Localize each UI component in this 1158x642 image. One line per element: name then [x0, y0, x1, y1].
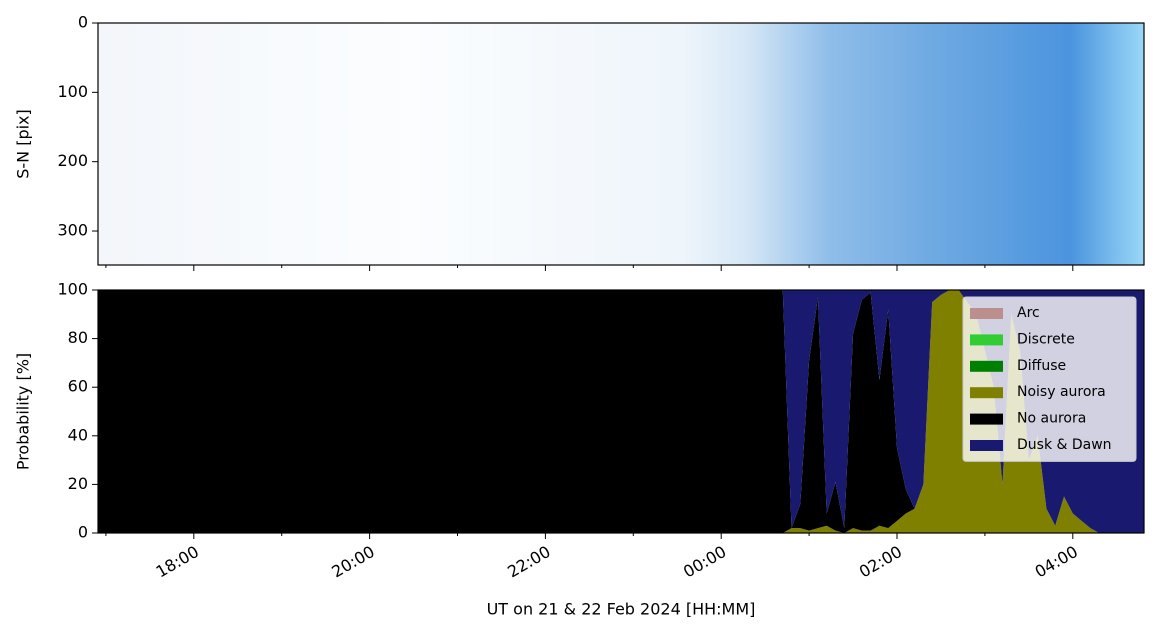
y-axis-label: S-N [pix] [14, 109, 33, 179]
y-tick-label: 0 [78, 13, 88, 32]
y-axis-label: Probability [%] [14, 353, 33, 470]
x-tick-label: 18:00 [153, 542, 202, 582]
y-tick-label: 80 [68, 328, 88, 347]
legend-swatch [970, 413, 1003, 425]
x-axis-label: UT on 21 & 22 Feb 2024 [HH:MM] [487, 600, 756, 619]
legend-label: Discrete [1017, 331, 1075, 347]
y-tick-label: 300 [57, 221, 88, 240]
legend-label: Noisy aurora [1017, 384, 1106, 400]
y-tick-label: 0 [78, 523, 88, 542]
legend-label: No aurora [1017, 411, 1086, 427]
y-tick-label: 20 [68, 474, 88, 493]
legend-swatch [970, 387, 1003, 399]
y-tick-label: 100 [57, 82, 88, 101]
x-tick-label: 04:00 [1032, 542, 1081, 582]
y-tick-label: 40 [68, 425, 88, 444]
y-tick-label: 100 [57, 280, 88, 299]
x-tick-label: 02:00 [856, 542, 905, 582]
x-tick-label: 00:00 [680, 542, 729, 582]
axes-frame [97, 289, 1145, 534]
area [98, 290, 1144, 533]
legend-label: Diffuse [1017, 358, 1066, 374]
legend-label: Dusk & Dawn [1017, 437, 1112, 453]
area [98, 290, 1144, 533]
area [98, 290, 1144, 533]
y-tick-label: 200 [57, 151, 88, 170]
legend-swatch [970, 308, 1003, 319]
keogram-image [98, 23, 1144, 265]
x-tick-label: 20:00 [328, 542, 377, 582]
legend-swatch [970, 334, 1003, 346]
x-tick-label: 22:00 [504, 542, 553, 582]
legend-box [962, 296, 1137, 462]
legend-swatch [970, 360, 1003, 372]
y-tick-label: 60 [68, 377, 88, 396]
legend-swatch [970, 440, 1003, 451]
legend-label: Arc [1017, 305, 1040, 321]
axes-frame [97, 22, 1145, 266]
